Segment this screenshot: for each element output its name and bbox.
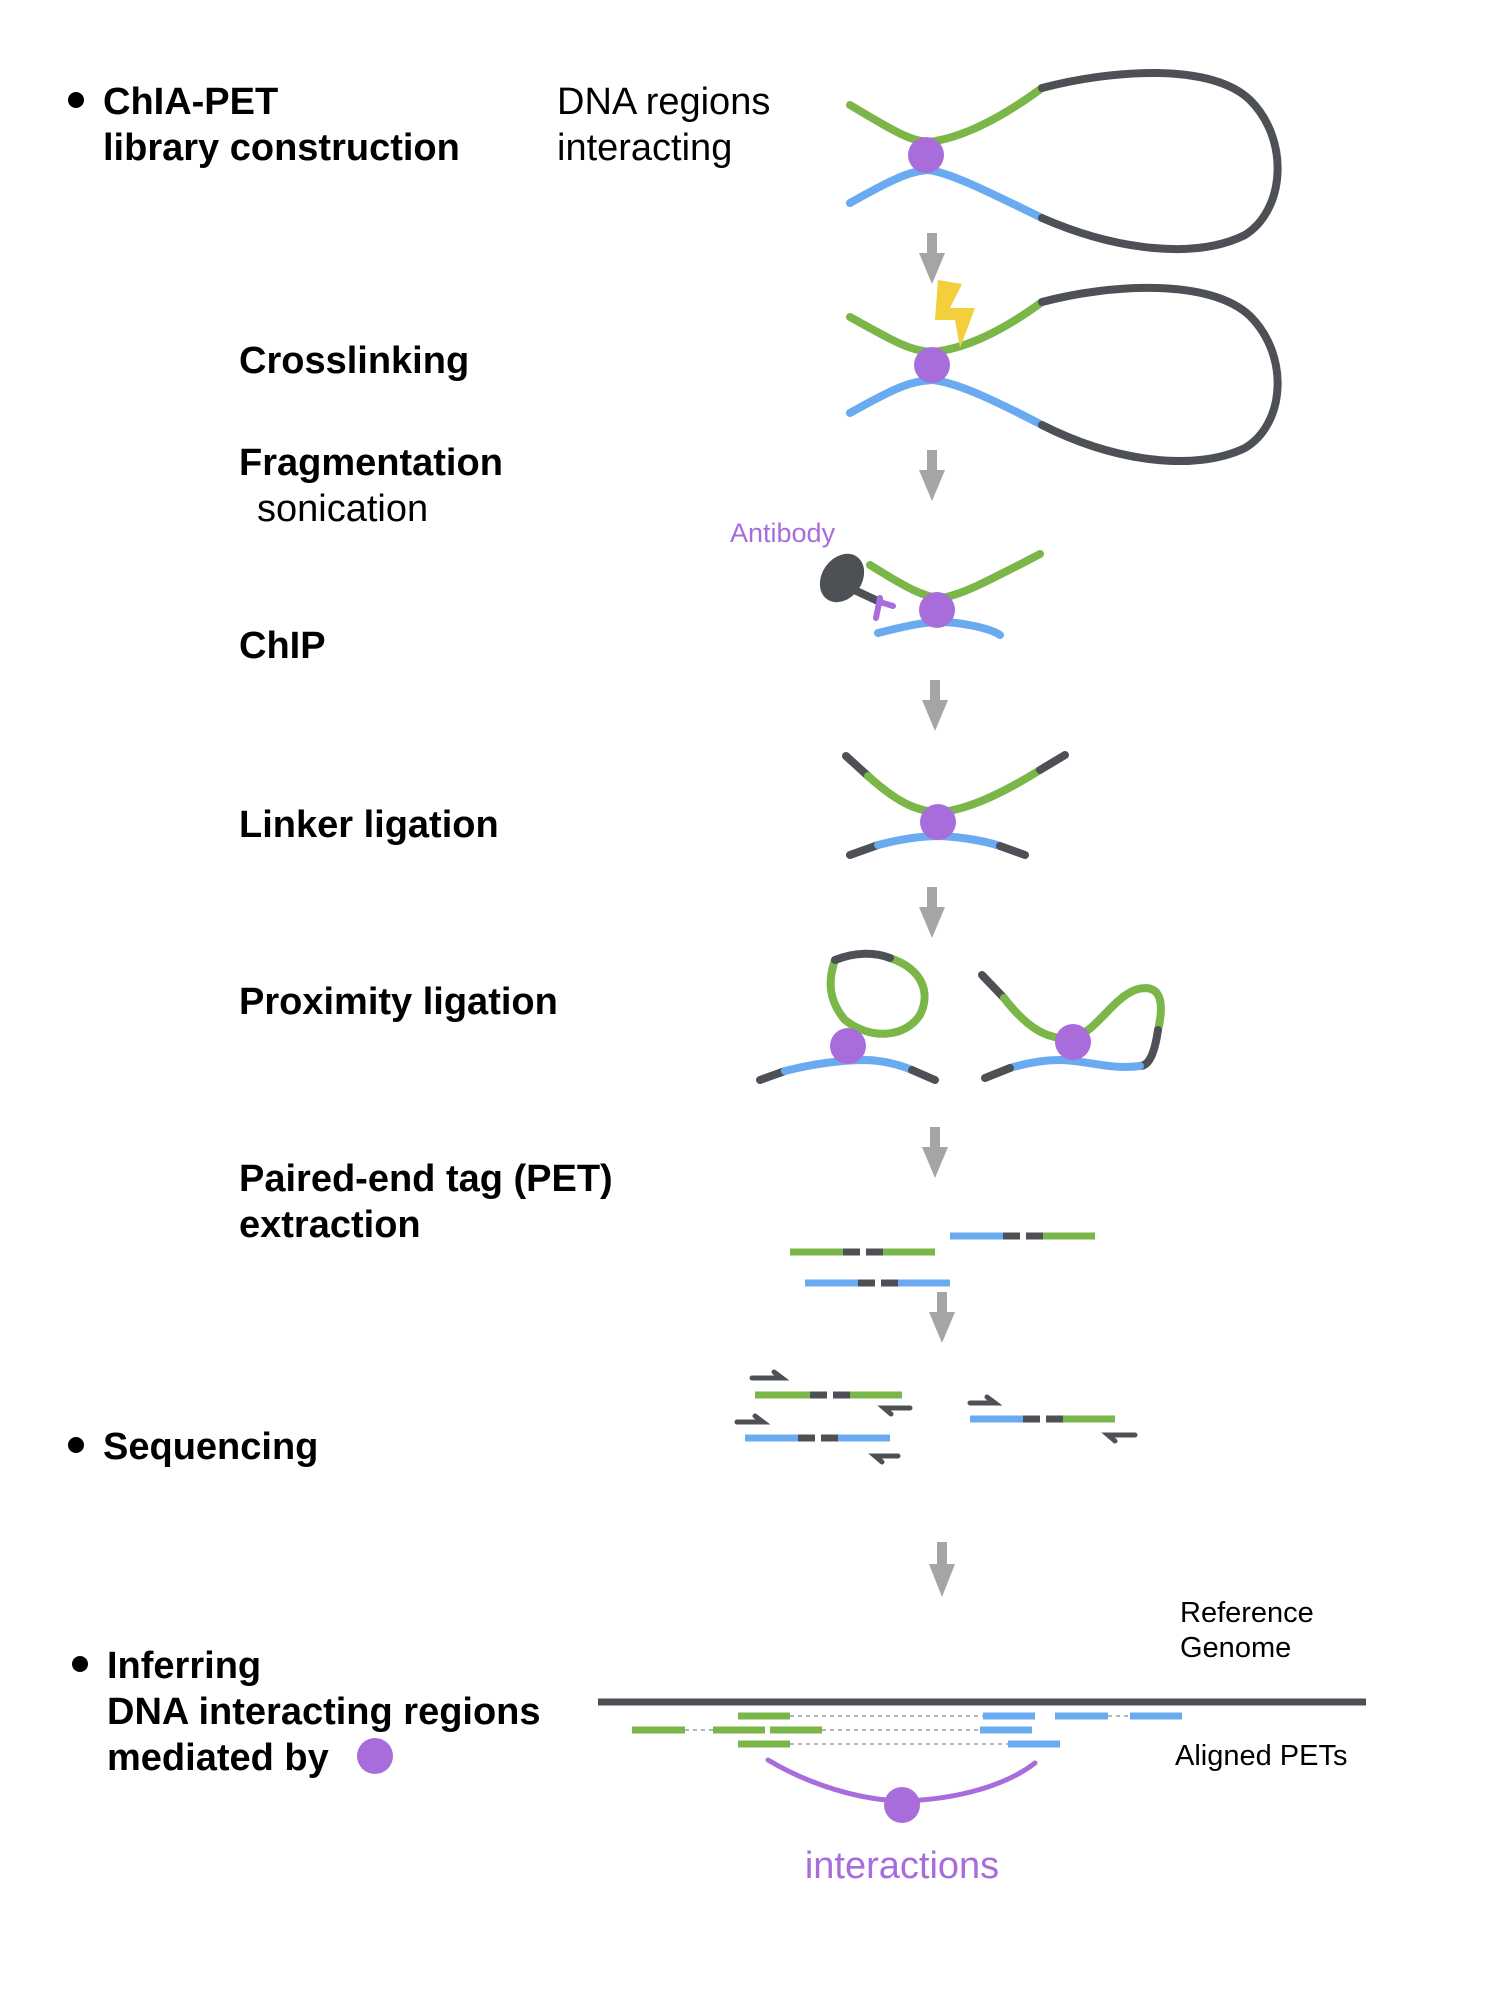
linker-joint xyxy=(831,949,894,964)
step-dna-interacting-regions: DNA interacting regions xyxy=(107,1691,541,1733)
antibody-label: Antibody xyxy=(730,518,836,548)
blue-strand xyxy=(846,165,1046,222)
step-pet-extraction: Paired-end tag (PET) xyxy=(239,1158,613,1200)
step-inferring: Inferring xyxy=(107,1645,261,1687)
linker-end xyxy=(981,1064,1014,1082)
step-pet-extraction-2: extraction xyxy=(239,1204,421,1246)
blue-strand xyxy=(781,1055,916,1075)
antibody-icon xyxy=(819,553,896,621)
genome-label: Genome xyxy=(1180,1632,1291,1664)
step-linker-ligation: Linker ligation xyxy=(239,804,499,846)
step-crosslinking: Crosslinking xyxy=(239,340,469,382)
chip-fragment xyxy=(866,550,1044,639)
down-arrow-icon xyxy=(929,1542,955,1597)
down-arrow-icon xyxy=(919,450,945,501)
reference-label: Reference xyxy=(1180,1597,1314,1629)
linker-end xyxy=(978,971,1008,1002)
step-sonication: sonication xyxy=(257,488,428,530)
step-mediated-by: mediated by xyxy=(107,1737,329,1779)
interactions-label: interactions xyxy=(805,1845,999,1887)
green-strand xyxy=(866,550,1044,603)
linker-end xyxy=(996,842,1029,859)
green-strand xyxy=(846,84,1046,147)
dark-loop xyxy=(1038,283,1282,465)
protein-icon xyxy=(908,137,944,173)
green-strand xyxy=(864,766,1044,817)
step-fragmentation: Fragmentation xyxy=(239,442,503,484)
protein-icon xyxy=(1055,1024,1091,1060)
primer-icons xyxy=(734,1369,1138,1465)
linker-end xyxy=(908,1066,939,1084)
protein-icon xyxy=(357,1738,393,1774)
sequencing-reads xyxy=(745,1391,1115,1442)
linker-end xyxy=(756,1067,789,1084)
aligned-pets-label: Aligned PETs xyxy=(1175,1740,1348,1772)
step-proximity-ligation: Proximity ligation xyxy=(239,981,558,1023)
protein-icon xyxy=(884,1787,920,1823)
green-loop xyxy=(826,954,929,1038)
protein-icon xyxy=(914,347,950,383)
down-arrow-icon xyxy=(929,1292,955,1343)
down-arrow-icon xyxy=(922,680,948,731)
dark-loop xyxy=(1038,69,1282,254)
bullet-icon xyxy=(72,1656,88,1672)
bullet-icon xyxy=(68,1437,84,1453)
blue-strand xyxy=(846,375,1046,429)
protein-icon xyxy=(920,804,956,840)
proximity-ligation-right xyxy=(978,971,1165,1082)
step-chia-pet: ChIA-PET xyxy=(103,81,278,123)
linker-end xyxy=(1036,751,1069,774)
step-sequencing: Sequencing xyxy=(103,1426,318,1468)
green-strand xyxy=(1000,984,1165,1043)
dna-loop-crosslinked xyxy=(846,283,1282,465)
step-chip: ChIP xyxy=(239,625,326,667)
proximity-ligation-left xyxy=(756,949,939,1084)
linker-end xyxy=(846,841,882,859)
step-library-construction: library construction xyxy=(103,127,460,169)
blue-strand xyxy=(1006,1055,1144,1072)
protein-icon xyxy=(919,592,955,628)
down-arrow-icon xyxy=(919,233,945,284)
down-arrow-icon xyxy=(922,1127,948,1178)
linker-joint xyxy=(1136,1026,1162,1070)
aligned-pets xyxy=(632,1712,1182,1748)
bullet-icon xyxy=(68,92,84,108)
down-arrow-icon xyxy=(919,887,945,938)
flow-arrows xyxy=(919,233,955,1597)
lightning-icon xyxy=(935,280,975,348)
protein-icon xyxy=(830,1028,866,1064)
linker-end xyxy=(842,752,872,780)
pet-tags xyxy=(790,1232,1095,1287)
linker-fragment xyxy=(842,751,1069,859)
dna-regions-label: DNA regions xyxy=(557,81,770,123)
interacting-label: interacting xyxy=(557,127,732,169)
